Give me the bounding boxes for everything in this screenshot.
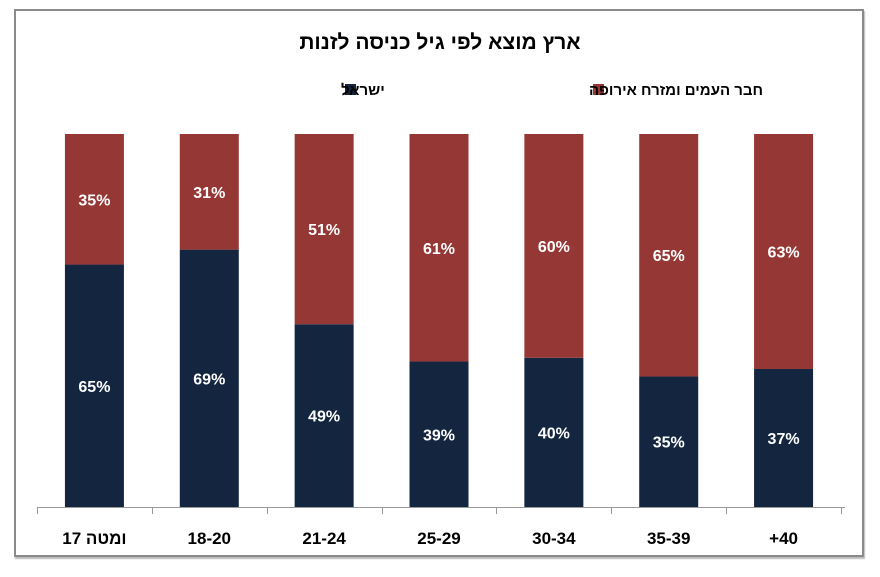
legend-label-europe: חבר העמים ומזרח אירופה	[589, 82, 763, 99]
bar-israel-2	[294, 324, 354, 507]
data-label: 35%	[653, 435, 685, 452]
data-label: 69%	[193, 371, 225, 388]
bar-europe-3	[409, 134, 469, 362]
data-label: 63%	[768, 244, 800, 261]
bar-israel-1	[179, 249, 239, 507]
bar-israel-6	[754, 368, 814, 507]
x-tick-label: +40	[769, 529, 798, 548]
data-label: 51%	[308, 222, 340, 239]
data-label: 31%	[193, 185, 225, 202]
x-tick-label: 30-34	[532, 529, 576, 548]
data-label: 37%	[768, 431, 800, 448]
x-tick-label: 21-24	[302, 529, 346, 548]
data-label: 49%	[308, 409, 340, 426]
data-label: 39%	[423, 427, 455, 444]
legend-label-israel: ישראל	[341, 82, 385, 99]
bar-europe-4	[524, 134, 584, 358]
data-label: 60%	[538, 239, 570, 256]
bar-israel-5	[639, 376, 699, 507]
legend-swatch-europe	[593, 84, 604, 95]
data-label: 65%	[653, 248, 685, 265]
x-tick-label: 18-20	[188, 529, 231, 548]
bar-europe-1	[179, 134, 239, 250]
data-label: 65%	[78, 379, 110, 396]
legend-swatch-israel	[345, 84, 356, 95]
data-label: 61%	[423, 241, 455, 258]
x-tick-label: 35-39	[647, 529, 690, 548]
x-tick-label: 17 ומטה	[62, 529, 126, 548]
bar-israel-3	[409, 361, 469, 507]
data-label: 35%	[78, 192, 110, 209]
bar-europe-6	[754, 134, 814, 369]
legend: חבר העמים ומזרח אירופה ישראל	[341, 82, 763, 99]
bar-europe-5	[639, 134, 699, 377]
x-tick-label: 25-29	[417, 529, 460, 548]
bar-europe-0	[64, 134, 124, 265]
bar-europe-2	[294, 134, 354, 325]
bar-israel-4	[524, 357, 584, 507]
data-label: 40%	[538, 425, 570, 442]
bar-israel-0	[64, 264, 124, 507]
chart-title: ארץ מוצא לפי גיל כניסה לזנות	[299, 31, 580, 54]
